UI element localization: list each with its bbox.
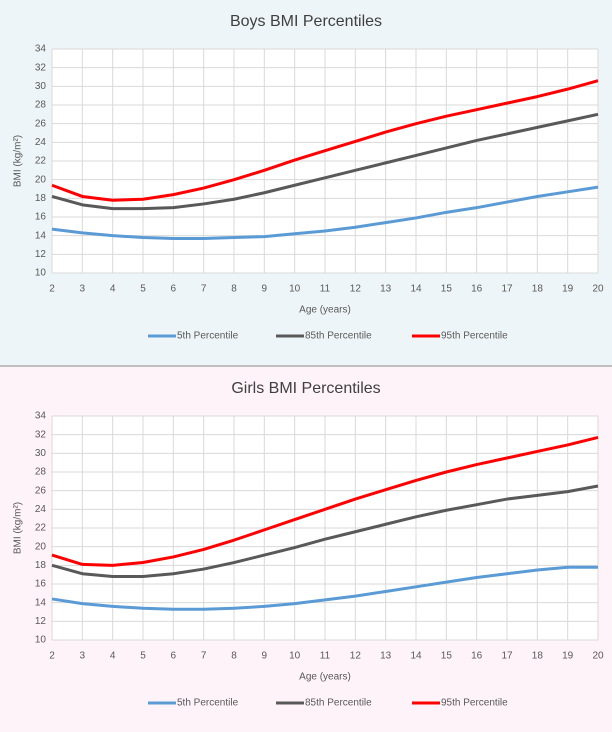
- y-tick-label: 14: [35, 597, 47, 608]
- y-tick-label: 10: [35, 635, 47, 646]
- x-tick-label: 15: [441, 284, 453, 295]
- x-tick-label: 10: [289, 651, 301, 662]
- chart-title: Boys BMI Percentiles: [230, 13, 382, 30]
- data-line: [51, 484, 599, 579]
- y-tick-label: 18: [35, 560, 47, 571]
- x-tick-label: 17: [501, 651, 513, 662]
- x-tick-label: 18: [532, 651, 544, 662]
- x-axis-title: Age (years): [299, 672, 351, 683]
- x-tick-label: 4: [110, 651, 116, 662]
- y-tick-label: 28: [35, 100, 47, 111]
- x-tick-label: 16: [471, 651, 483, 662]
- data-line: [51, 112, 599, 211]
- x-tick-label: 9: [262, 651, 268, 662]
- x-tick-label: 16: [471, 284, 483, 295]
- x-tick-label: 7: [201, 284, 207, 295]
- x-tick-label: 6: [171, 651, 177, 662]
- x-tick-label: 6: [171, 284, 177, 295]
- data-line: [51, 185, 599, 240]
- data-line: [51, 436, 599, 567]
- y-tick-label: 16: [35, 212, 47, 223]
- x-tick-label: 14: [410, 284, 422, 295]
- y-tick-label: 14: [35, 230, 47, 241]
- x-tick-label: 3: [80, 651, 86, 662]
- y-tick-label: 20: [35, 174, 47, 185]
- x-axis-title: Age (years): [299, 305, 351, 316]
- y-axis-title: BMI (kg/m²): [13, 502, 24, 554]
- y-tick-label: 30: [35, 81, 47, 92]
- y-tick-label: 12: [35, 616, 47, 627]
- x-tick-label: 2: [49, 651, 55, 662]
- x-tick-label: 11: [320, 284, 331, 295]
- x-tick-label: 4: [110, 284, 116, 295]
- x-tick-label: 8: [231, 651, 237, 662]
- y-tick-label: 24: [35, 137, 47, 148]
- y-tick-label: 30: [35, 448, 47, 459]
- y-tick-label: 12: [35, 249, 47, 260]
- x-tick-label: 8: [231, 284, 237, 295]
- x-tick-label: 11: [320, 651, 331, 662]
- y-tick-label: 32: [35, 62, 47, 73]
- y-tick-label: 28: [35, 467, 47, 478]
- data-line: [51, 79, 599, 202]
- y-tick-label: 16: [35, 579, 47, 590]
- x-tick-label: 19: [562, 284, 574, 295]
- y-tick-label: 32: [35, 429, 47, 440]
- y-tick-label: 10: [35, 268, 47, 279]
- y-tick-label: 22: [35, 523, 47, 534]
- y-axis-title: BMI (kg/m²): [13, 135, 24, 187]
- data-line: [51, 565, 598, 611]
- x-tick-label: 2: [49, 284, 55, 295]
- x-tick-label: 14: [410, 651, 422, 662]
- legend-label: 5th Percentile: [177, 331, 239, 342]
- x-tick-label: 20: [592, 284, 604, 295]
- legend-label: 85th Percentile: [305, 331, 372, 342]
- x-tick-label: 19: [562, 651, 574, 662]
- y-tick-label: 26: [35, 485, 47, 496]
- y-tick-label: 22: [35, 156, 47, 167]
- x-tick-label: 13: [380, 284, 392, 295]
- x-tick-label: 3: [80, 284, 86, 295]
- legend-label: 95th Percentile: [441, 331, 508, 342]
- x-tick-label: 20: [592, 651, 604, 662]
- y-tick-label: 24: [35, 504, 47, 515]
- x-tick-label: 7: [201, 651, 207, 662]
- x-tick-label: 10: [289, 284, 301, 295]
- x-tick-label: 9: [262, 284, 268, 295]
- x-tick-label: 12: [350, 284, 362, 295]
- x-tick-label: 18: [532, 284, 544, 295]
- y-tick-label: 34: [35, 411, 47, 422]
- chart-title: Girls BMI Percentiles: [231, 380, 380, 397]
- y-tick-label: 26: [35, 118, 47, 129]
- y-tick-label: 18: [35, 193, 47, 204]
- legend-label: 95th Percentile: [441, 698, 508, 709]
- x-tick-label: 5: [140, 284, 146, 295]
- x-tick-label: 12: [350, 651, 362, 662]
- x-tick-label: 13: [380, 651, 392, 662]
- legend-label: 5th Percentile: [177, 698, 239, 709]
- y-tick-label: 34: [35, 44, 47, 55]
- x-tick-label: 17: [501, 284, 513, 295]
- y-tick-label: 20: [35, 541, 47, 552]
- x-tick-label: 5: [140, 651, 146, 662]
- x-tick-label: 15: [441, 651, 453, 662]
- legend-label: 85th Percentile: [305, 698, 372, 709]
